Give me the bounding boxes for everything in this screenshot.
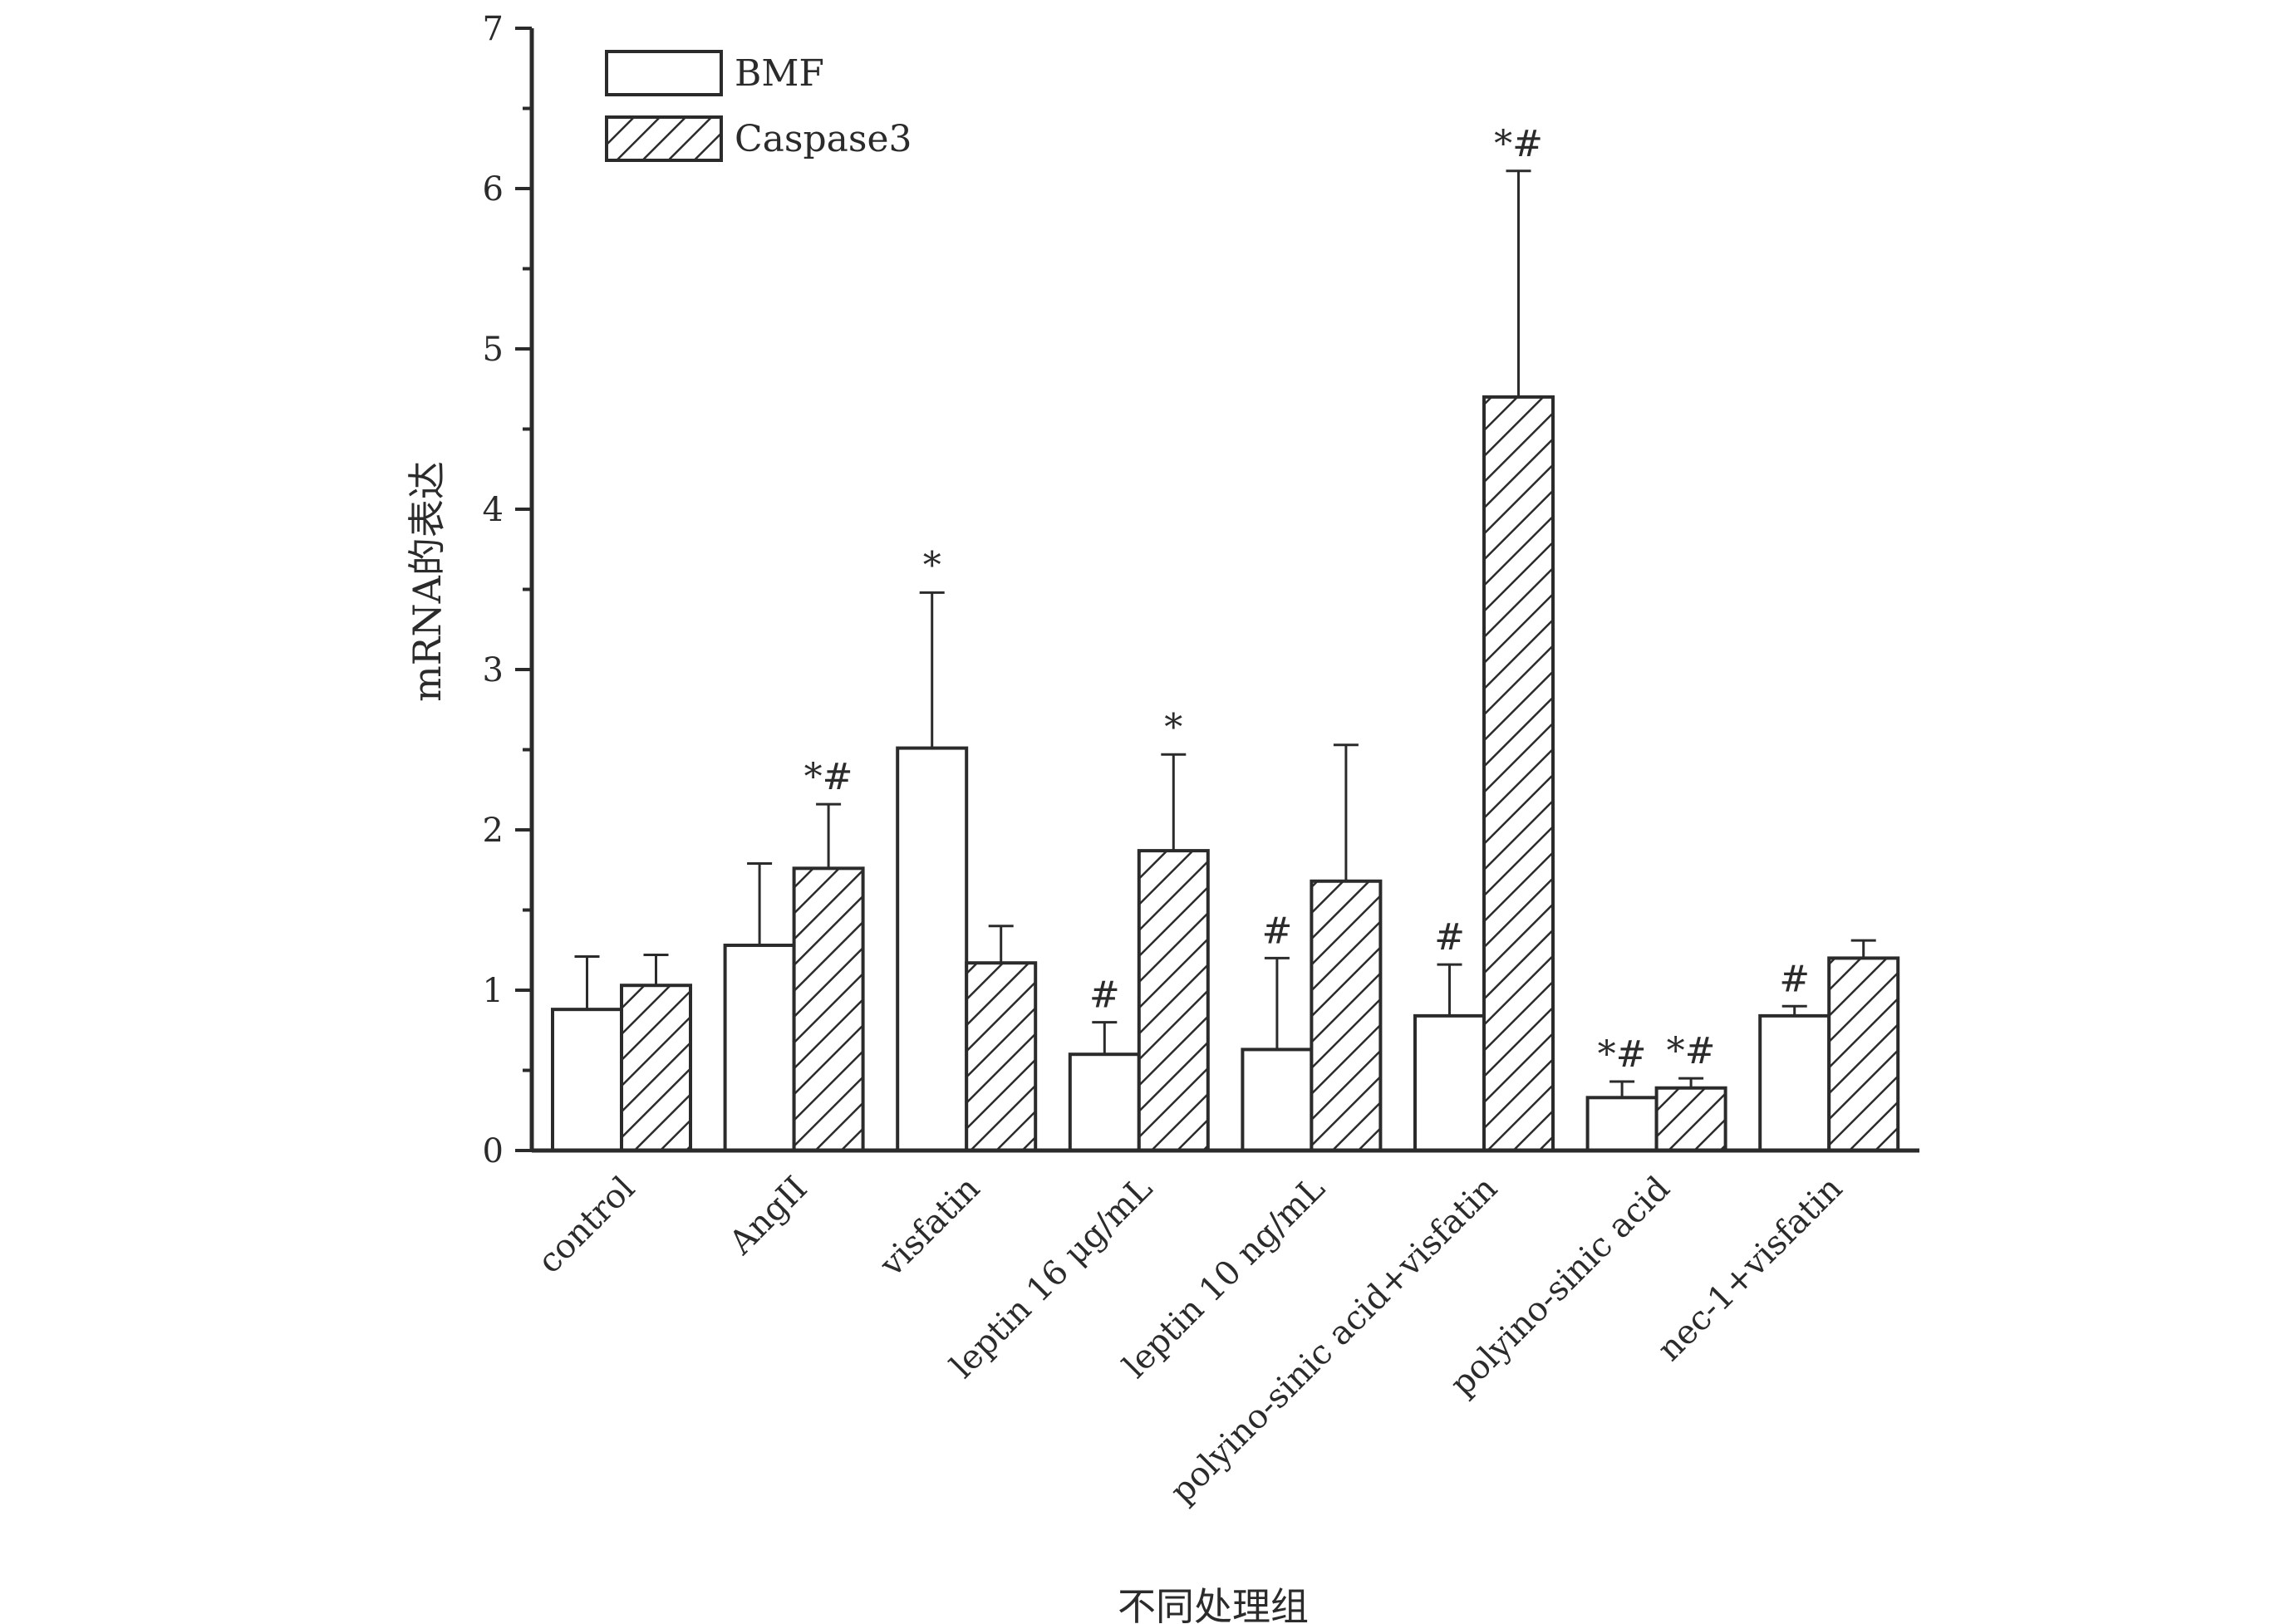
legend-swatch-caspase3	[605, 115, 723, 162]
y-tick-label: 7	[483, 10, 504, 48]
bar-caspase3	[1654, 1086, 1727, 1152]
y-tick-label: 5	[483, 331, 504, 369]
legend-swatch-bmf	[605, 50, 723, 96]
x-category-label: nec-1+visfatin	[1650, 1170, 1850, 1369]
y-tick-label: 0	[483, 1132, 504, 1170]
bar-caspase3	[1482, 395, 1555, 1152]
bar-bmf	[723, 943, 796, 1152]
significance-marker-bmf: *	[923, 544, 941, 586]
x-category-label: control	[530, 1170, 642, 1282]
bar-caspase3	[620, 984, 692, 1152]
bar-bmf	[1241, 1048, 1314, 1153]
error-bars-layer	[574, 169, 1876, 1098]
bar-caspase3	[1137, 849, 1210, 1152]
annotations-layer: *#*#*# #*#*# *##	[804, 123, 1810, 1076]
x-category-label: polyino-sinic acid+visfatin	[1163, 1170, 1505, 1511]
y-tick-label: 1	[483, 972, 504, 1010]
significance-marker-bmf: #	[1434, 916, 1465, 959]
legend-label-bmf: BMF	[735, 52, 824, 95]
bar-caspase3	[1310, 879, 1383, 1152]
significance-marker-caspase3: *#	[1667, 1030, 1716, 1072]
bar-bmf	[1758, 1013, 1831, 1152]
y-tick-label: 2	[483, 812, 504, 850]
x-category-label: AngII	[721, 1170, 814, 1263]
bar-caspase3	[1827, 956, 1900, 1153]
bar-bmf	[551, 1008, 623, 1153]
y-tick-label: 6	[483, 170, 504, 209]
significance-marker-caspase3: *#	[1494, 123, 1543, 165]
significance-marker-bmf: #	[1261, 910, 1292, 952]
legend: BMF Caspase3	[605, 50, 912, 162]
x-category-label: visfatin	[872, 1170, 988, 1285]
significance-marker-bmf: #	[1779, 958, 1810, 1000]
y-tick-label: 3	[483, 651, 504, 689]
significance-marker-bmf: #	[1089, 974, 1120, 1017]
significance-marker-caspase3: *	[1164, 706, 1182, 748]
y-axis-ticks: 0 1 2 3 4 5 6 7	[483, 10, 532, 1170]
significance-marker-bmf: *#	[1598, 1033, 1647, 1076]
x-axis-title: 不同处理组	[1118, 1584, 1309, 1624]
legend-label-caspase3: Caspase3	[735, 118, 912, 160]
y-axis-title: mRNA的表达	[405, 461, 450, 702]
bar-bmf	[896, 746, 969, 1152]
bar-bmf	[1068, 1052, 1141, 1152]
bar-caspase3	[792, 866, 865, 1152]
y-tick-label: 4	[483, 491, 504, 529]
significance-marker-caspase3: *#	[804, 756, 853, 798]
bar-bmf	[1585, 1096, 1659, 1153]
bar-bmf	[1413, 1013, 1486, 1152]
bar-caspase3	[965, 961, 1038, 1152]
